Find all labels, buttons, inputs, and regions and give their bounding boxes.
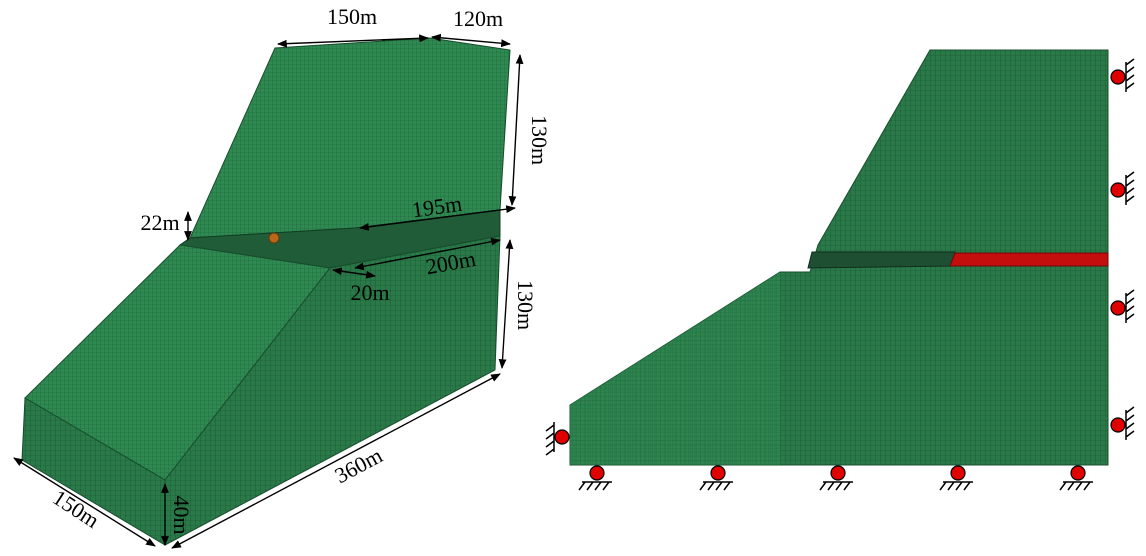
diagram: 150m 120m 130m 195m 22m 200m 20m 130m 36… <box>0 0 1146 556</box>
bottom-supports <box>579 466 1093 490</box>
right-supports <box>1111 59 1134 440</box>
weak-layer <box>808 252 955 268</box>
dim-label: 130m <box>513 280 538 330</box>
sliding-zone <box>950 253 1108 266</box>
dim-label: 40m <box>169 495 194 534</box>
left-support <box>546 422 569 455</box>
dim-label: 130m <box>527 115 552 165</box>
right-model <box>570 50 1108 465</box>
monitor-point <box>269 233 279 243</box>
left-slope-fine-mesh <box>570 272 780 465</box>
dim-label: 150m <box>327 4 377 29</box>
left-model <box>22 38 510 545</box>
dim-label: 120m <box>453 6 503 31</box>
dim-label: 20m <box>350 280 389 305</box>
dim-label: 22m <box>140 210 179 235</box>
